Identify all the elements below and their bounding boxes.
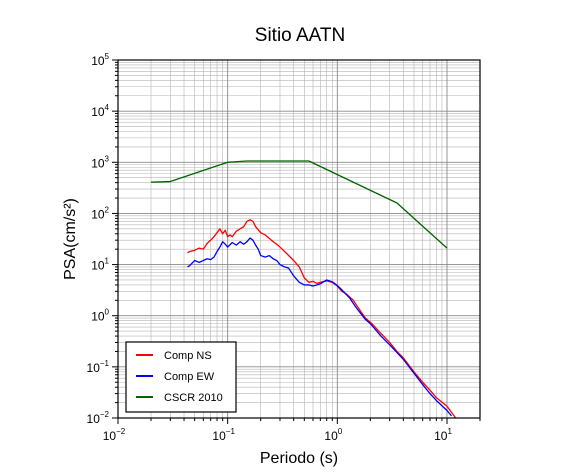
x-tick-label: 10−2 <box>103 427 126 443</box>
x-tick-labels: 10−2 10−1 100 101 <box>103 427 453 443</box>
legend: Comp NS Comp EW CSCR 2010 <box>125 341 237 413</box>
legend-label: Comp EW <box>164 371 215 383</box>
axis-ticks <box>112 59 481 424</box>
legend-label: CSCR 2010 <box>164 392 223 404</box>
series-layer <box>150 160 457 418</box>
y-tick-label: 102 <box>91 205 109 221</box>
plot-frame <box>117 59 481 419</box>
x-axis-title: Periodo (s) <box>260 450 338 467</box>
y-tick-label: 104 <box>91 103 109 119</box>
x-tick-label: 101 <box>434 427 452 443</box>
x-tick-label: 10−1 <box>212 427 235 443</box>
series-line-3 <box>150 160 448 249</box>
series-line-1 <box>187 219 457 418</box>
minor-grid <box>118 60 481 418</box>
chart-title: Sitio AATN <box>255 25 345 46</box>
y-tick-label: 10−1 <box>87 359 110 375</box>
series-line-2 <box>187 237 453 417</box>
y-tick-labels: 10−2 10−1 100 101 102 103 104 105 <box>87 52 110 426</box>
y-tick-label: 103 <box>91 154 109 170</box>
y-axis-title: PSA(cm/s²) <box>62 198 79 280</box>
x-tick-label: 100 <box>324 427 342 443</box>
legend-label: Comp NS <box>164 350 212 362</box>
y-tick-label: 101 <box>91 257 109 273</box>
y-tick-label: 100 <box>91 308 109 324</box>
y-tick-label: 10−2 <box>87 410 110 426</box>
y-tick-label: 105 <box>91 52 109 68</box>
